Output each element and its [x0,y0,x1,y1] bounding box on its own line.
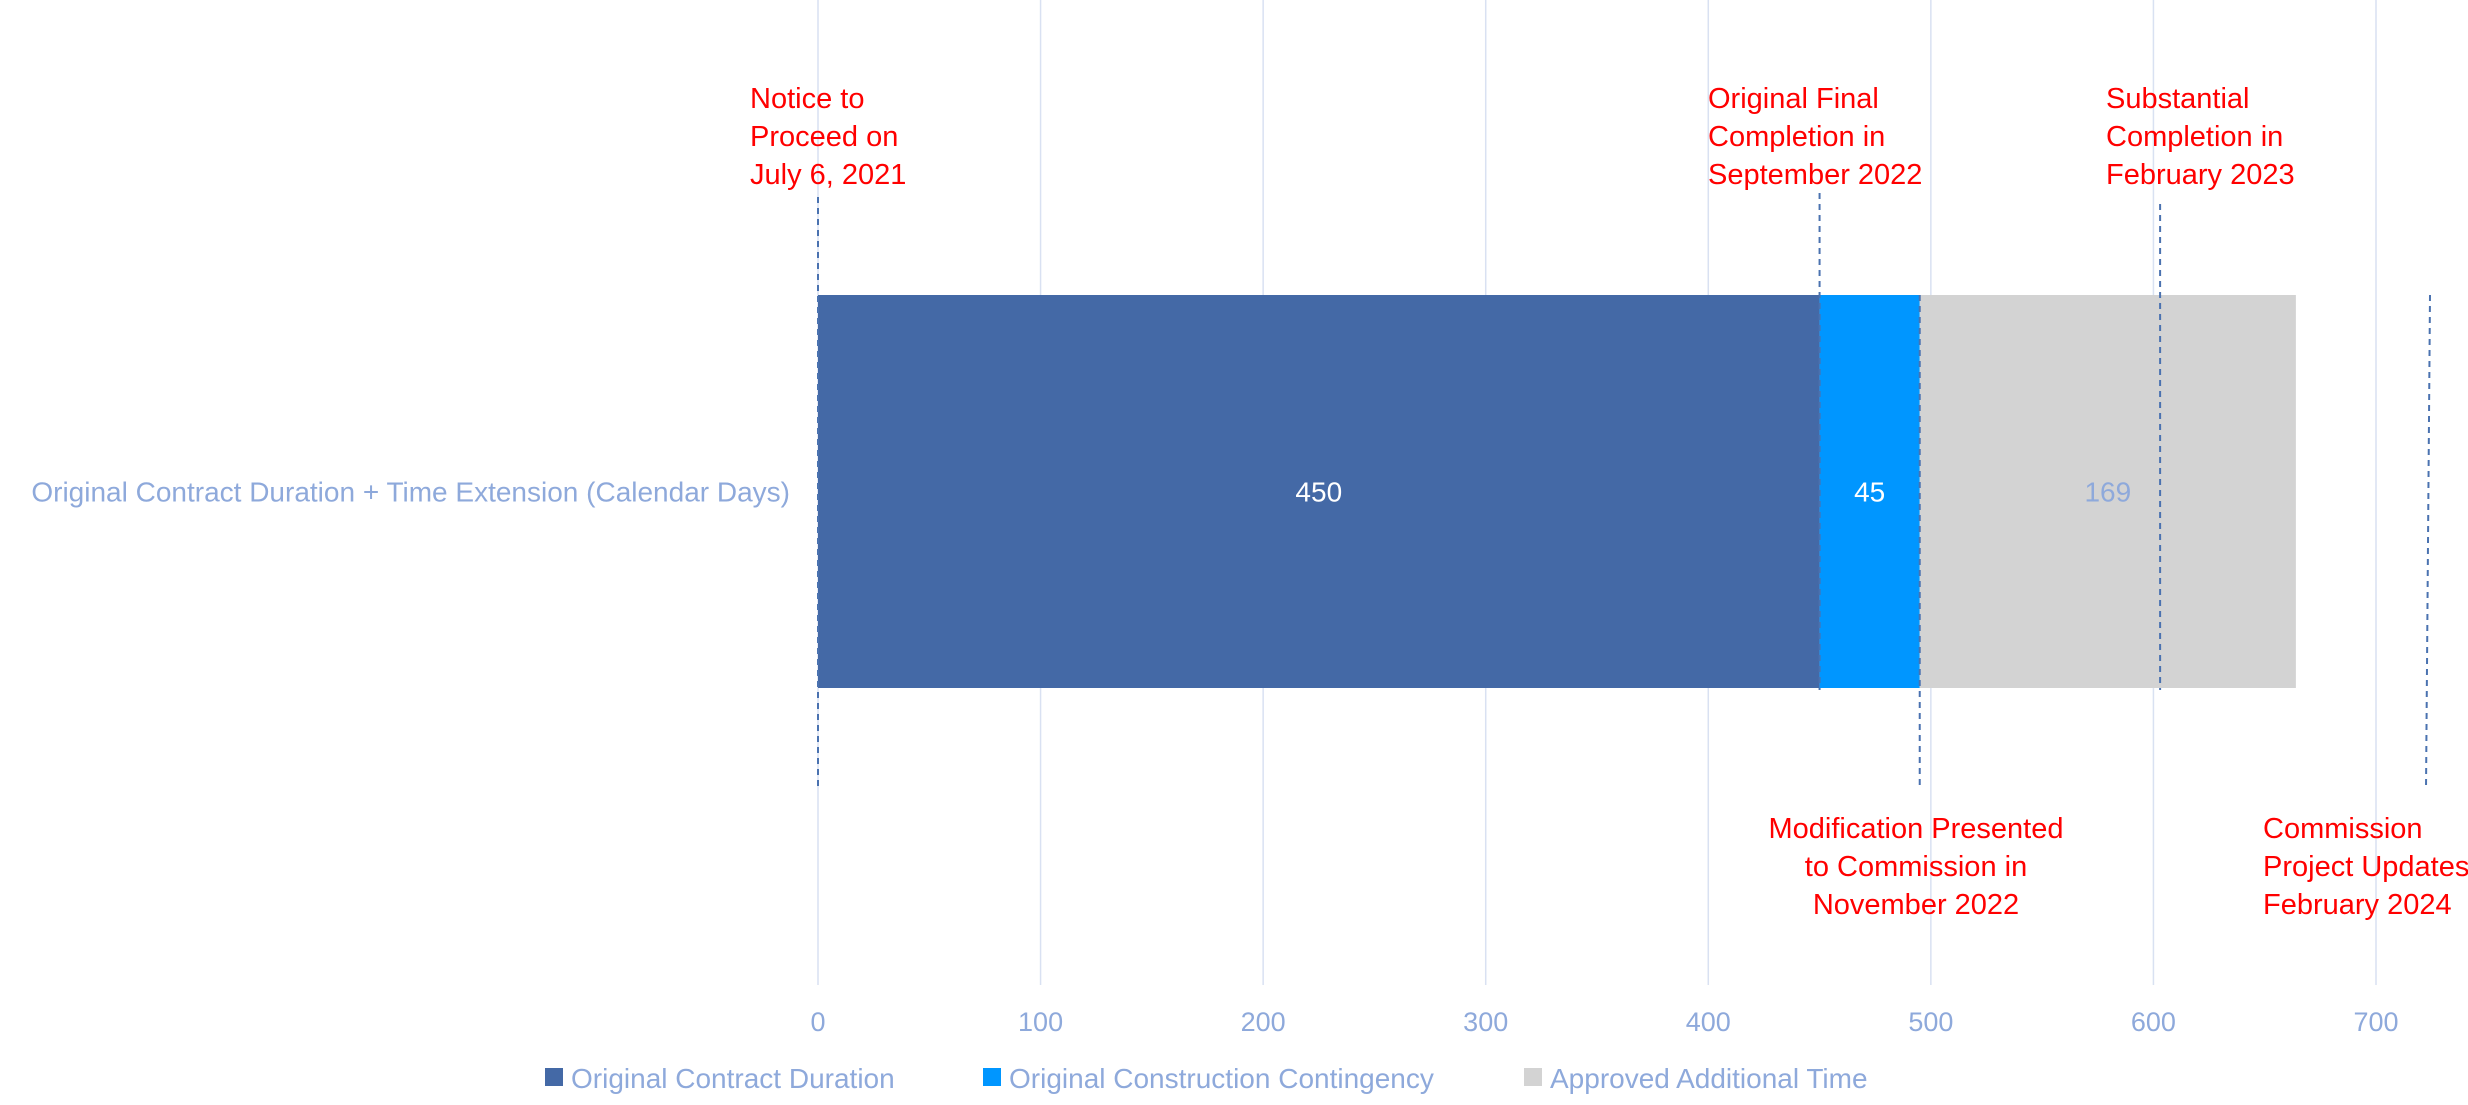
milestone-annotation: February 2024 [2263,889,2452,921]
x-tick-label: 100 [1018,1007,1063,1037]
data-label: 169 [2084,477,2131,508]
x-tick-label: 700 [2353,1007,2398,1037]
milestone-annotation: Commission [2263,813,2423,845]
x-axis-tick-labels: 0 100 200 300 400 500 600 700 [810,1007,2398,1037]
milestone-annotation: Modification Presented [1769,813,2064,845]
milestone-annotation: Completion in [2106,121,2283,153]
milestone-line [2425,294,2431,791]
milestone-markers: Notice to Proceed on July 6, 2021 Original … [750,83,2468,921]
milestone-annotation: Notice to [750,83,864,115]
legend-label: Original Contract Duration [571,1063,895,1094]
x-tick-label: 400 [1686,1007,1731,1037]
milestone-annotation: Substantial [2106,83,2250,115]
milestone-annotation: September 2022 [1708,159,1922,191]
data-label: 45 [1854,477,1885,508]
legend-swatch [983,1068,1001,1086]
milestone-annotation: Project Updates [2263,851,2468,883]
x-tick-label: 300 [1463,1007,1508,1037]
category-label: Original Contract Duration + Time Extens… [31,477,790,508]
milestone-annotation: Proceed on [750,121,898,153]
legend-label: Approved Additional Time [1550,1063,1868,1094]
bar-segment [1819,295,1920,688]
x-tick-label: 0 [810,1007,825,1037]
milestone-annotation: February 2023 [2106,159,2295,191]
x-tick-label: 500 [1908,1007,1953,1037]
milestone-annotation: to Commission in [1805,851,2027,883]
category-labels: Original Contract Duration + Time Extens… [31,477,790,508]
legend-swatch [1524,1068,1542,1086]
milestone-annotation: Completion in [1708,121,1885,153]
milestone-annotation: Original Final [1708,83,1879,115]
x-tick-label: 200 [1241,1007,1286,1037]
bar-segment [818,295,1820,688]
milestone-annotation: July 6, 2021 [750,159,906,191]
legend: Original Contract Duration Original Const… [545,1063,1868,1094]
x-tick-label: 600 [2131,1007,2176,1037]
legend-swatch [545,1068,563,1086]
bar-segment [1919,295,2296,688]
milestone-annotation: November 2022 [1813,889,2019,921]
bar-segments [818,295,2296,688]
legend-label: Original Construction Contingency [1009,1063,1434,1094]
data-label: 450 [1295,477,1342,508]
data-labels: 450 45 169 [1295,477,2131,508]
